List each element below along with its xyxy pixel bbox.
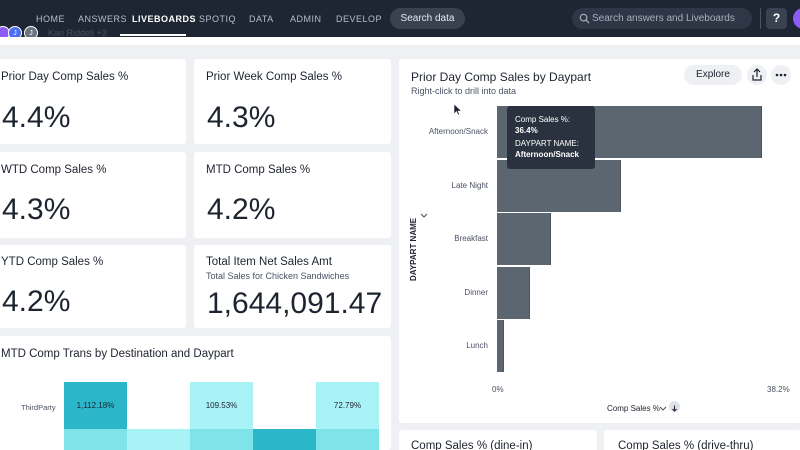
kpi-card-prior-day[interactable]: Prior Day Comp Sales % 4.4% (0, 59, 186, 144)
nav-data[interactable]: DATA (249, 14, 274, 24)
kpi-value: 4.3% (207, 101, 276, 134)
kpi-card-ytd[interactable]: YTD Comp Sales % 4.2% (0, 245, 186, 328)
bar-category-label: Late Night (451, 180, 488, 190)
explore-button[interactable]: Explore (684, 65, 742, 85)
heatmap-cell[interactable]: 1,112.18% (64, 382, 127, 429)
tooltip-dim-label: DAYPART NAME: (515, 139, 579, 148)
y-axis-title[interactable]: DAYPART NAME (409, 217, 418, 281)
kpi-card-wtd[interactable]: WTD Comp Sales % 4.3% (0, 152, 186, 238)
row-label: ThirdParty (21, 403, 56, 412)
bar-category-label: Lunch (466, 341, 488, 350)
daypart-chart-card[interactable]: Prior Day Comp Sales by Daypart Right-cl… (399, 59, 800, 423)
card-title: Comp Sales % (dine-in) (411, 440, 533, 450)
heatmap-cell[interactable] (190, 429, 253, 450)
search-data-button[interactable]: Search data (390, 8, 465, 29)
dine-in-card[interactable]: Comp Sales % (dine-in) (399, 430, 597, 450)
more-options-button[interactable] (771, 65, 791, 85)
sort-button[interactable] (669, 401, 680, 412)
kpi-card-mtd[interactable]: MTD Comp Sales % 4.2% (194, 152, 391, 238)
card-title: Comp Sales % (drive-thru) (618, 440, 754, 450)
chart-subtitle: Right-click to drill into data (411, 86, 517, 96)
chart-title: Prior Day Comp Sales by Daypart (411, 70, 592, 84)
kpi-title: Total Item Net Sales Amt (206, 256, 332, 268)
nav-active-indicator (120, 34, 186, 36)
tooltip-measure-value: 36.4% (515, 126, 538, 135)
user-avatar[interactable] (793, 8, 800, 29)
x-axis-dropdown-icon[interactable] (659, 405, 667, 413)
global-search[interactable] (572, 8, 752, 29)
heatmap-cell[interactable] (127, 429, 190, 450)
heatmap-cell[interactable] (253, 429, 316, 450)
kpi-value: 4.2% (2, 285, 71, 318)
search-icon (579, 13, 590, 24)
heatmap-cell[interactable]: 109.53% (190, 382, 253, 429)
help-button[interactable]: ? (766, 8, 787, 29)
share-button[interactable] (747, 65, 767, 85)
kpi-card-total-item-net-sales[interactable]: Total Item Net Sales Amt Total Sales for… (194, 245, 391, 328)
trans-chart-card[interactable]: MTD Comp Trans by Destination and Daypar… (0, 336, 391, 450)
kpi-title: Prior Day Comp Sales % (1, 71, 129, 83)
bar-category-label: Breakfast (454, 234, 488, 243)
share-icon (752, 68, 762, 81)
bar[interactable] (497, 213, 551, 265)
kpi-title: MTD Comp Sales % (206, 164, 311, 176)
mouse-cursor-icon (454, 104, 462, 116)
kpi-value: 1,644,091.47 (207, 287, 383, 320)
nav-divider (760, 8, 761, 29)
kpi-value: 4.2% (207, 193, 276, 226)
kpi-value: 4.4% (2, 101, 71, 134)
kpi-value: 4.3% (2, 193, 71, 226)
tooltip-measure-label: Comp Sales %: (515, 115, 571, 124)
nav-home[interactable]: HOME (36, 14, 65, 24)
kpi-title: Prior Week Comp Sales % (206, 71, 342, 83)
x-axis-max-tick: 38.2% (767, 385, 790, 394)
kpi-subtitle: Total Sales for Chicken Sandwiches (206, 271, 350, 281)
kpi-card-prior-week[interactable]: Prior Week Comp Sales % 4.3% (194, 59, 391, 144)
bar-category-label: Dinner (464, 287, 488, 297)
x-axis-title[interactable]: Comp Sales % (607, 404, 660, 413)
nav-answers[interactable]: ANSWERS (78, 14, 128, 24)
kpi-title: WTD Comp Sales % (1, 164, 107, 176)
heatmap-cell[interactable] (64, 429, 127, 450)
more-horizontal-icon (775, 73, 787, 77)
bar-category-label: Afternoon/Snack (428, 127, 488, 136)
bar[interactable] (497, 320, 505, 372)
x-axis-min-tick: 0% (492, 385, 504, 394)
heatmap-cell[interactable]: 72.79% (316, 382, 379, 429)
drive-thru-card[interactable]: Comp Sales % (drive-thru) (604, 430, 800, 450)
subheader-bar (0, 37, 800, 45)
bar[interactable] (497, 266, 530, 319)
tooltip-dim-value: Afternoon/Snack (515, 150, 580, 159)
global-search-input[interactable] (592, 8, 750, 29)
nav-develop[interactable]: DEVELOP (336, 14, 383, 24)
chart-title: MTD Comp Trans by Destination and Daypar… (1, 348, 234, 360)
top-nav: HOME ANSWERS LIVEBOARDS SPOTIQ DATA ADMI… (0, 0, 800, 37)
nav-admin[interactable]: ADMIN (290, 14, 322, 24)
nav-spotiq[interactable]: SPOTIQ (199, 14, 237, 24)
owners-text[interactable]: Kari Riddell +3 (48, 28, 107, 38)
arrow-down-icon (672, 405, 677, 412)
heatmap-cell[interactable] (316, 429, 379, 450)
y-axis-sort-icon[interactable] (419, 211, 429, 221)
chart-tooltip: Comp Sales %: 36.4% DAYPART NAME: Aftern… (507, 106, 595, 169)
kpi-title: YTD Comp Sales % (1, 256, 104, 268)
nav-liveboards[interactable]: LIVEBOARDS (132, 14, 197, 24)
